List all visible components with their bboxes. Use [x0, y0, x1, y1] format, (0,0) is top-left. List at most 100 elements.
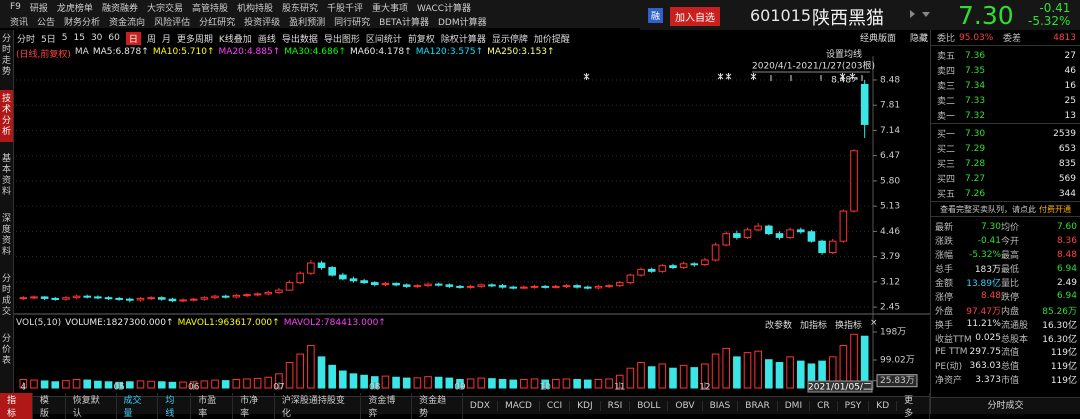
menu-item[interactable]: 投资评级: [244, 17, 281, 28]
indicator-tab[interactable]: BRAR: [738, 400, 778, 411]
toolbar-item[interactable]: 5: [61, 33, 68, 43]
volume-bar: [392, 376, 400, 389]
side-tab[interactable]: 分时走势: [1, 34, 11, 77]
x-tick-label: 4: [20, 383, 26, 393]
toolbar-item[interactable]: 5日: [41, 34, 56, 45]
toolbar-item[interactable]: 导出图形: [323, 34, 360, 45]
indicator-tab[interactable]: CCI: [540, 400, 571, 411]
menu-item[interactable]: 公告: [37, 17, 56, 28]
toolbar-item[interactable]: 除权计算器: [440, 34, 486, 45]
toolbar-item[interactable]: 区间统计: [365, 34, 402, 45]
nav-arrows[interactable]: [906, 8, 934, 20]
indicator-tab[interactable]: 资金博弈: [361, 392, 413, 419]
menu-item[interactable]: 高管持股: [191, 3, 228, 14]
indicator-tab[interactable]: BIAS: [703, 400, 739, 411]
toolbar-item[interactable]: 周: [146, 34, 156, 45]
side-tab[interactable]: 技术分析: [0, 90, 13, 142]
volume-legend-item: MAVOL2:784413.000↑: [283, 318, 386, 328]
cursor-date-box: [807, 380, 873, 393]
indicator-tab[interactable]: PSY: [838, 400, 870, 411]
toolbar-item[interactable]: 显示停牌: [491, 34, 528, 45]
indicator-tab[interactable]: DMI: [778, 400, 811, 411]
volume-bar: [360, 374, 368, 389]
indicator-tab[interactable]: OBV: [668, 400, 703, 411]
indicator-tab[interactable]: KDJ: [570, 400, 601, 411]
menu-item[interactable]: 分红研究: [199, 17, 236, 28]
toolbar-item[interactable]: 30: [90, 33, 103, 43]
menu-item[interactable]: 研报: [29, 3, 48, 14]
event-markers: [583, 73, 863, 81]
stat-value: 119亿: [1050, 348, 1077, 359]
indicator-tab[interactable]: DDX: [463, 400, 498, 411]
volume-legend: VOL(5,10) VOLUME:1827300.000↑ MAVOL1:96361…: [16, 318, 386, 328]
y-tick-label: 4.46: [880, 227, 900, 237]
toolbar-item[interactable]: 分时: [17, 34, 36, 45]
menu-item[interactable]: 资金流向: [109, 17, 146, 28]
candle-body: [722, 233, 731, 246]
menu-item[interactable]: BETA计算器: [379, 17, 429, 28]
toolbar-item[interactable]: 日: [125, 31, 141, 45]
indicator-tab[interactable]: 资金趋势: [412, 392, 463, 419]
candle-body: [275, 289, 283, 293]
menu-item[interactable]: 财务分析: [64, 17, 101, 28]
indicator-tab[interactable]: BOLL: [630, 400, 669, 411]
tick-trades-tab[interactable]: 分时成交: [931, 397, 1080, 414]
volume-button[interactable]: 加指标: [800, 321, 828, 331]
menu-item[interactable]: 龙虎榜单: [56, 3, 93, 14]
indicator-tab[interactable]: MACD: [498, 400, 540, 411]
menu-item[interactable]: 融资融券: [101, 3, 138, 14]
toolbar-item[interactable]: K线叠加: [218, 34, 252, 45]
indicator-tab[interactable]: 市盈率: [191, 392, 234, 419]
candle-body: [339, 274, 347, 280]
add-watchlist-button[interactable]: 加入自选: [670, 7, 720, 26]
toolbar-item[interactable]: 导出数据: [281, 34, 318, 45]
menu-item[interactable]: 盈利预测: [289, 17, 326, 28]
volume: 835: [1058, 158, 1076, 169]
indicator-tab[interactable]: 指标: [0, 392, 33, 419]
menu-item[interactable]: 重大事项: [372, 3, 409, 14]
indicator-tab[interactable]: RSI: [601, 400, 631, 411]
indicator-tab[interactable]: 沪深股通持股变化: [275, 392, 362, 419]
toolbar-item[interactable]: 加价提醒: [533, 34, 570, 45]
menu-item[interactable]: 资讯: [10, 17, 29, 28]
side-tab[interactable]: 深度资料: [1, 214, 11, 257]
toolbar-item[interactable]: 15: [73, 33, 85, 43]
menu-item[interactable]: WACC计算器: [417, 3, 472, 14]
toolbar-item[interactable]: 经典版面: [859, 34, 896, 44]
side-tab[interactable]: 分价表: [1, 334, 11, 366]
volume-bar: [83, 379, 92, 389]
side-tab[interactable]: 分时成交: [1, 274, 11, 317]
price: 7.30: [965, 128, 986, 139]
toolbar-item[interactable]: 60: [108, 33, 120, 43]
volume-button[interactable]: ×: [870, 318, 878, 328]
toolbar-item[interactable]: 月: [161, 34, 171, 45]
menu-item[interactable]: DDM计算器: [437, 17, 487, 28]
notice-link[interactable]: 付费开通: [1039, 204, 1071, 214]
side-tab[interactable]: 基本资料: [1, 154, 11, 197]
indicator-tab[interactable]: KD: [869, 400, 898, 411]
indicator-tab[interactable]: 均线: [158, 392, 192, 419]
indicator-tab[interactable]: 成交量: [117, 392, 159, 419]
volume-button[interactable]: 改参数: [765, 321, 793, 331]
toolbar-item[interactable]: 画线: [257, 34, 276, 45]
indicator-tab[interactable]: 恢复默认: [66, 392, 117, 419]
toolbar-item[interactable]: 更多周期: [176, 34, 213, 45]
indicator-tab[interactable]: 更多: [897, 392, 931, 419]
indicator-tab[interactable]: 模版: [33, 392, 66, 419]
price: 7.29: [965, 143, 986, 154]
toolbar-item[interactable]: 前复权: [407, 34, 435, 45]
menu-item[interactable]: 股东研究: [282, 3, 319, 14]
indicator-tab[interactable]: 市净率: [233, 392, 275, 419]
toolbar-item[interactable]: 隐藏: [909, 34, 928, 44]
volume-bar: [307, 345, 315, 389]
menu-item[interactable]: 大宗交易: [146, 3, 183, 14]
indicator-tab[interactable]: CR: [810, 400, 838, 411]
order-ratio: 委比 95.03% 委差 4813: [931, 30, 1080, 46]
menu-item[interactable]: 千股千评: [327, 3, 364, 14]
menu-item[interactable]: 同行研究: [334, 17, 371, 28]
menu-item[interactable]: 机构持股: [236, 3, 273, 14]
ma-settings[interactable]: 设置均线: [826, 50, 863, 60]
menu-item[interactable]: F9: [10, 2, 21, 12]
volume-button[interactable]: 换指标: [835, 321, 863, 331]
menu-item[interactable]: 风险评估: [154, 17, 191, 28]
